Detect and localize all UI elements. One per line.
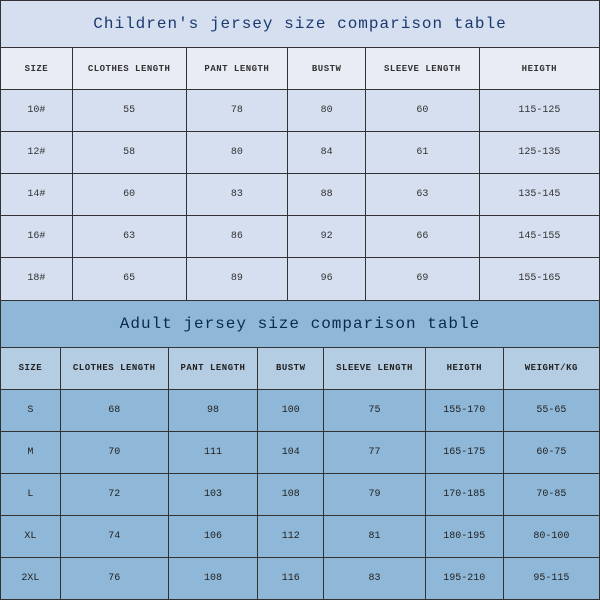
cell: 104 xyxy=(258,431,324,473)
cell: 10# xyxy=(1,90,73,132)
col-heigth: HEIGTH xyxy=(479,48,599,90)
cell: 100 xyxy=(258,389,324,431)
table-row: XL 74 106 112 81 180-195 80-100 xyxy=(1,515,600,557)
cell: L xyxy=(1,473,61,515)
cell: 77 xyxy=(324,431,426,473)
cell: 58 xyxy=(72,132,186,174)
cell: 84 xyxy=(288,132,366,174)
cell: 80 xyxy=(288,90,366,132)
cell: 106 xyxy=(168,515,258,557)
cell: 108 xyxy=(258,473,324,515)
cell: 81 xyxy=(324,515,426,557)
cell: 83 xyxy=(186,174,288,216)
col-size: SIZE xyxy=(1,347,61,389)
cell: 14# xyxy=(1,174,73,216)
col-sleeve-length: SLEEVE LENGTH xyxy=(324,347,426,389)
cell: 76 xyxy=(60,557,168,599)
cell: 98 xyxy=(168,389,258,431)
cell: 88 xyxy=(288,174,366,216)
cell: 74 xyxy=(60,515,168,557)
table-row: 12# 58 80 84 61 125-135 xyxy=(1,132,600,174)
cell: 60 xyxy=(366,90,480,132)
col-heigth: HEIGTH xyxy=(425,347,503,389)
cell: 72 xyxy=(60,473,168,515)
cell: 12# xyxy=(1,132,73,174)
adult-section: Adult jersey size comparison table SIZE … xyxy=(0,300,599,600)
cell: 60 xyxy=(72,174,186,216)
cell: 89 xyxy=(186,258,288,300)
children-header-row: SIZE CLOTHES LENGTH PANT LENGTH BUSTW SL… xyxy=(1,48,600,90)
cell: 170-185 xyxy=(425,473,503,515)
cell: 155-170 xyxy=(425,389,503,431)
col-pant-length: PANT LENGTH xyxy=(186,48,288,90)
cell: 2XL xyxy=(1,557,61,599)
table-row: 14# 60 83 88 63 135-145 xyxy=(1,174,600,216)
table-row: 10# 55 78 80 60 115-125 xyxy=(1,90,600,132)
cell: 18# xyxy=(1,258,73,300)
cell: 63 xyxy=(366,174,480,216)
cell: 75 xyxy=(324,389,426,431)
cell: 55 xyxy=(72,90,186,132)
cell: 70-85 xyxy=(503,473,599,515)
children-table: SIZE CLOTHES LENGTH PANT LENGTH BUSTW SL… xyxy=(0,47,599,300)
table-row: 16# 63 86 92 66 145-155 xyxy=(1,216,600,258)
children-section: Children's jersey size comparison table … xyxy=(0,0,599,300)
cell: 115-125 xyxy=(479,90,599,132)
adult-table: SIZE CLOTHES LENGTH PANT LENGTH BUSTW SL… xyxy=(0,347,599,600)
col-bustw: BUSTW xyxy=(288,48,366,90)
cell: 108 xyxy=(168,557,258,599)
cell: 68 xyxy=(60,389,168,431)
cell: 80-100 xyxy=(503,515,599,557)
cell: 95-115 xyxy=(503,557,599,599)
cell: 112 xyxy=(258,515,324,557)
cell: 80 xyxy=(186,132,288,174)
cell: 92 xyxy=(288,216,366,258)
cell: 116 xyxy=(258,557,324,599)
cell: 96 xyxy=(288,258,366,300)
cell: 165-175 xyxy=(425,431,503,473)
table-row: L 72 103 108 79 170-185 70-85 xyxy=(1,473,600,515)
cell: XL xyxy=(1,515,61,557)
children-title: Children's jersey size comparison table xyxy=(0,0,599,47)
table-row: 18# 65 89 96 69 155-165 xyxy=(1,258,600,300)
cell: 61 xyxy=(366,132,480,174)
adult-header-row: SIZE CLOTHES LENGTH PANT LENGTH BUSTW SL… xyxy=(1,347,600,389)
cell: 86 xyxy=(186,216,288,258)
cell: 125-135 xyxy=(479,132,599,174)
cell: 55-65 xyxy=(503,389,599,431)
cell: 78 xyxy=(186,90,288,132)
cell: 69 xyxy=(366,258,480,300)
cell: 135-145 xyxy=(479,174,599,216)
cell: 103 xyxy=(168,473,258,515)
col-bustw: BUSTW xyxy=(258,347,324,389)
cell: 79 xyxy=(324,473,426,515)
cell: 16# xyxy=(1,216,73,258)
adult-title: Adult jersey size comparison table xyxy=(0,300,599,347)
table-row: 2XL 76 108 116 83 195-210 95-115 xyxy=(1,557,600,599)
cell: S xyxy=(1,389,61,431)
cell: 155-165 xyxy=(479,258,599,300)
col-clothes-length: CLOTHES LENGTH xyxy=(72,48,186,90)
cell: 180-195 xyxy=(425,515,503,557)
col-weight: WEIGHT/KG xyxy=(503,347,599,389)
cell: 83 xyxy=(324,557,426,599)
size-chart-container: Children's jersey size comparison table … xyxy=(0,0,600,600)
cell: 66 xyxy=(366,216,480,258)
table-row: S 68 98 100 75 155-170 55-65 xyxy=(1,389,600,431)
col-size: SIZE xyxy=(1,48,73,90)
table-row: M 70 111 104 77 165-175 60-75 xyxy=(1,431,600,473)
cell: M xyxy=(1,431,61,473)
cell: 63 xyxy=(72,216,186,258)
col-sleeve-length: SLEEVE LENGTH xyxy=(366,48,480,90)
col-clothes-length: CLOTHES LENGTH xyxy=(60,347,168,389)
cell: 195-210 xyxy=(425,557,503,599)
cell: 70 xyxy=(60,431,168,473)
cell: 111 xyxy=(168,431,258,473)
col-pant-length: PANT LENGTH xyxy=(168,347,258,389)
cell: 60-75 xyxy=(503,431,599,473)
cell: 65 xyxy=(72,258,186,300)
cell: 145-155 xyxy=(479,216,599,258)
